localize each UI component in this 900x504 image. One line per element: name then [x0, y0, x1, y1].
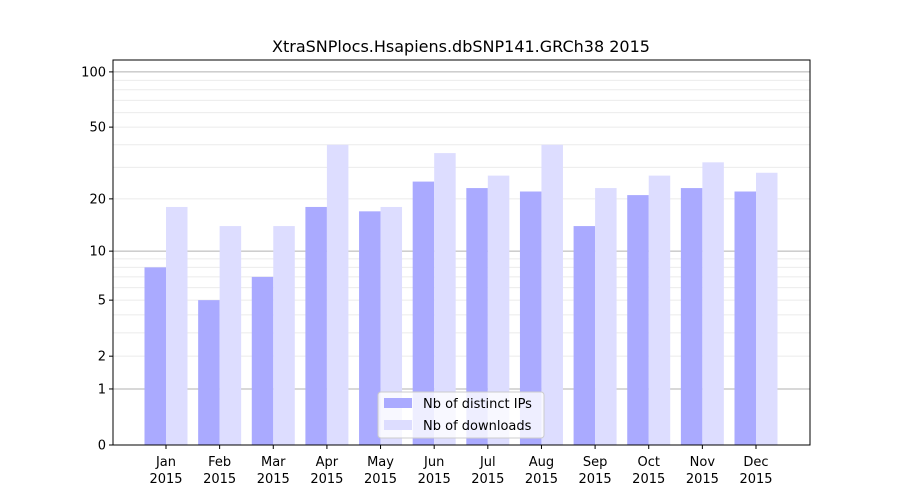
x-tick-label-year: 2015 [310, 472, 343, 487]
legend-swatch-downloads [384, 420, 412, 430]
legend-swatch-ips [384, 398, 412, 408]
bar-downloads-aug [541, 144, 563, 446]
bar-downloads-sep [595, 188, 617, 445]
x-tick-label-year: 2015 [203, 472, 236, 487]
legend-label-ips: Nb of distinct IPs [423, 397, 532, 412]
x-tick-label-year: 2015 [579, 472, 612, 487]
legend-box [377, 391, 545, 439]
x-tick-label-year: 2015 [149, 472, 182, 487]
y-tick-label: 5 [98, 294, 106, 309]
x-tick-label: Aug [529, 455, 554, 470]
x-tick-label-year: 2015 [739, 472, 772, 487]
bar-downloads-jul [487, 175, 510, 445]
bar-downloads-oct [648, 175, 671, 445]
legend: Nb of distinct IPs Nb of downloads [377, 391, 545, 439]
bar-ips-jan [144, 267, 166, 445]
x-axis: Jan 2015 Feb 2015 Mar 2015 Apr 2015 May 2015 Jun 20… [149, 445, 773, 487]
x-tick-label-year: 2015 [632, 472, 665, 487]
legend-label-downloads: Nb of downloads [423, 419, 532, 434]
bars [144, 144, 778, 446]
y-tick-label: 2 [98, 350, 106, 365]
bar-downloads-may [380, 206, 403, 445]
bar-ips-may [359, 211, 381, 445]
bar-downloads-mar [273, 226, 295, 445]
y-tick-label: 100 [81, 65, 106, 80]
x-tick-label: Jun [423, 455, 444, 470]
x-tick-label: May [367, 455, 394, 470]
bar-ips-feb [198, 300, 220, 445]
bar-downloads-nov [702, 162, 724, 445]
bar-downloads-feb [219, 226, 242, 445]
y-axis: 0 1 2 5 10 20 50 100 [81, 65, 113, 454]
x-tick-label: Mar [261, 455, 286, 470]
bar-ips-jun [412, 181, 435, 445]
bar-ips-apr [305, 206, 327, 445]
x-tick-label: Nov [690, 455, 716, 470]
bar-downloads-dec [756, 172, 778, 445]
y-tick-label: 10 [89, 245, 106, 260]
y-tick-label: 20 [89, 192, 106, 207]
x-tick-label: Jul [479, 455, 496, 470]
y-tick-label: 50 [89, 121, 106, 136]
bar-ips-aug [519, 191, 542, 445]
bar-ips-dec [734, 191, 756, 445]
y-tick-label: 0 [98, 439, 106, 454]
bar-ips-nov [680, 188, 703, 445]
plot-frame [112, 59, 811, 446]
bar-ips-mar [251, 276, 274, 445]
x-tick-label-year: 2015 [525, 472, 558, 487]
bar-downloads-apr [326, 144, 349, 446]
chart-title: XtraSNPlocs.Hsapiens.dbSNP141.GRCh38 201… [272, 37, 650, 56]
bar-downloads-jan [166, 206, 188, 445]
x-tick-label-year: 2015 [686, 472, 719, 487]
x-tick-label: Apr [316, 455, 339, 470]
x-tick-label: Jan [155, 455, 176, 470]
x-tick-label: Oct [637, 455, 659, 470]
x-tick-label-year: 2015 [418, 472, 451, 487]
x-tick-label: Feb [208, 455, 231, 470]
x-tick-label-year: 2015 [471, 472, 504, 487]
x-tick-label: Sep [583, 455, 608, 470]
bar-ips-sep [573, 226, 596, 445]
bar-downloads-jun [434, 153, 456, 445]
bar-ips-oct [627, 195, 649, 445]
x-tick-label: Dec [743, 455, 768, 470]
bar-ips-jul [466, 188, 488, 445]
x-tick-label-year: 2015 [257, 472, 290, 487]
y-tick-label: 1 [98, 382, 106, 397]
x-tick-label-year: 2015 [364, 472, 397, 487]
